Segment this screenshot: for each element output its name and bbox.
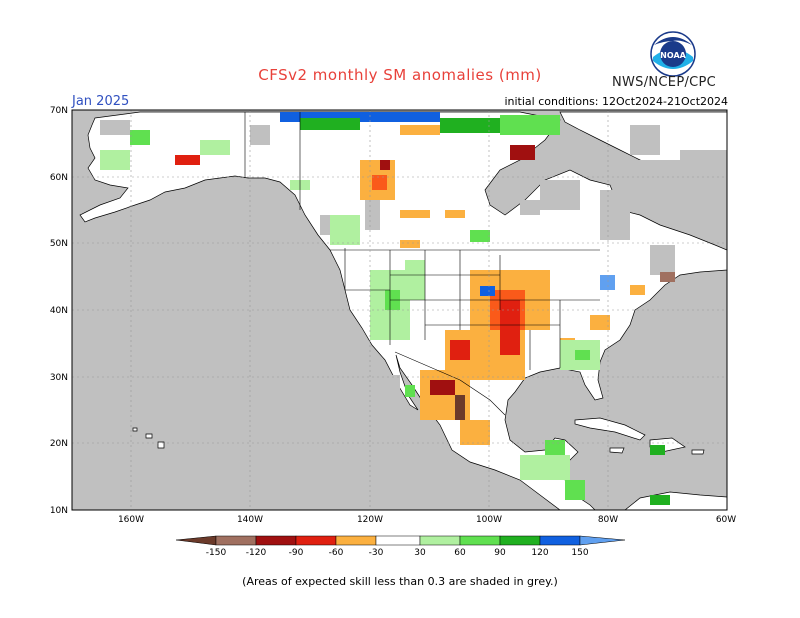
- legend-tick: 90: [494, 548, 506, 558]
- lon-label: 80W: [598, 515, 618, 525]
- legend-box: [419, 535, 461, 546]
- longitude-labels: 160W 140W 120W 100W 80W 60W: [118, 515, 736, 525]
- legend-arrow-low: [175, 535, 217, 546]
- legend-tick: 120: [531, 548, 548, 558]
- map-frame: [71, 109, 728, 511]
- lat-label: 10N: [50, 506, 68, 516]
- lon-label: 60W: [716, 515, 736, 525]
- legend-boxes: [175, 535, 626, 546]
- skill-footnote: (Areas of expected skill less than 0.3 a…: [242, 575, 558, 588]
- legend-box: [295, 535, 337, 546]
- low-skill-areas: [100, 120, 727, 405]
- map-title: CFSv2 monthly SM anomalies (mm): [258, 66, 542, 84]
- lon-label: 120W: [357, 515, 383, 525]
- legend-tick: 60: [454, 548, 466, 558]
- legend-box: [499, 535, 541, 546]
- legend-box: [539, 535, 581, 546]
- legend-box: [215, 535, 257, 546]
- legend-box: [375, 535, 421, 546]
- legend-arrow-high: [579, 535, 626, 546]
- color-legend: -150 -120 -90 -60 -30 30 60 90 120 150: [175, 535, 626, 558]
- lon-label: 160W: [118, 515, 144, 525]
- lat-label: 40N: [50, 306, 68, 316]
- noaa-logo: NOAA: [650, 31, 696, 77]
- logo-text: NOAA: [660, 51, 686, 60]
- lat-label: 30N: [50, 373, 68, 383]
- legend-tick: -60: [329, 548, 344, 558]
- legend-tick: -150: [206, 548, 227, 558]
- lat-label: 20N: [50, 439, 68, 449]
- lat-label: 60N: [50, 173, 68, 183]
- dry-anomalies: [175, 125, 675, 445]
- legend-box: [255, 535, 297, 546]
- legend-box: [335, 535, 377, 546]
- political-borders: [244, 112, 600, 416]
- legend-box: [459, 535, 501, 546]
- lon-label: 100W: [476, 515, 502, 525]
- graticule: [72, 110, 727, 510]
- legend-tick: -120: [246, 548, 267, 558]
- lon-label: 140W: [237, 515, 263, 525]
- forecast-month: Jan 2025: [72, 94, 130, 109]
- lat-label: 70N: [50, 106, 68, 116]
- legend-tick: -30: [369, 548, 384, 558]
- legend-tick: -90: [289, 548, 304, 558]
- lat-label: 50N: [50, 239, 68, 249]
- latitude-labels: 70N 60N 50N 40N 30N 20N 10N: [50, 106, 68, 516]
- agency-label: NWS/NCEP/CPC: [612, 75, 717, 90]
- legend-tick-labels: -150 -120 -90 -60 -30 30 60 90 120 150: [206, 548, 589, 558]
- legend-tick: 30: [414, 548, 426, 558]
- legend-tick: 150: [571, 548, 588, 558]
- initial-conditions: initial conditions: 12Oct2024-21Oct2024: [504, 95, 728, 108]
